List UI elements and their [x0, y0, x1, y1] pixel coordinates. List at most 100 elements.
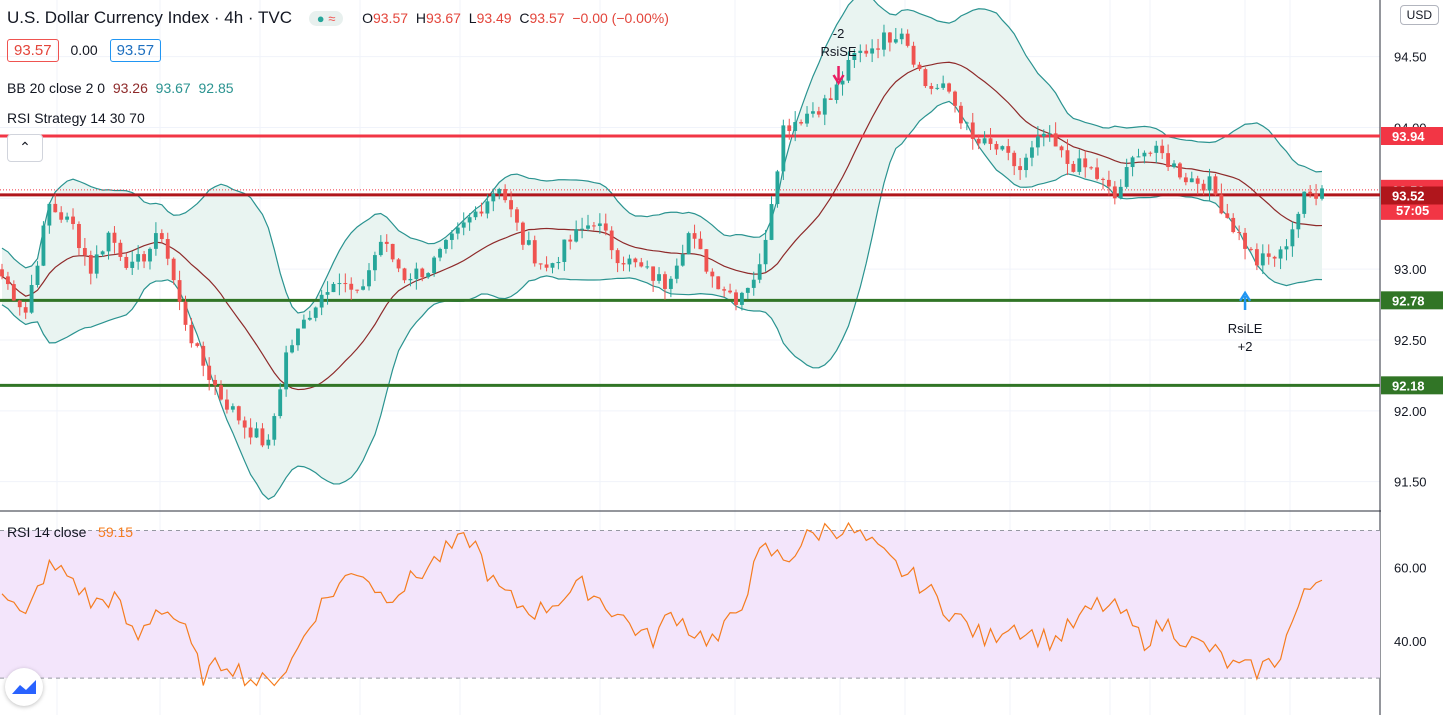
market-status-icon[interactable]: ● ≈ — [308, 11, 344, 26]
candle-body — [189, 324, 194, 344]
candle-body — [1160, 145, 1165, 154]
chevron-up-icon[interactable]: ⌃ — [7, 134, 43, 162]
strategy-legend[interactable]: RSI Strategy 14 30 70 — [7, 110, 145, 126]
candle-body — [757, 264, 762, 280]
candle-body — [349, 283, 354, 290]
rsi-pane[interactable] — [0, 521, 1380, 687]
countdown-label: 57:05 — [1396, 203, 1429, 218]
candle-body — [592, 225, 596, 227]
level-label: 93.52 — [1392, 189, 1425, 204]
candle-body — [1041, 133, 1046, 137]
candle-body — [805, 113, 809, 124]
candle-body — [485, 201, 490, 214]
candle-body — [153, 233, 158, 249]
ohlc-values: O93.57 H93.67 L93.49 C93.57 −0.00 (−0.00… — [362, 10, 669, 26]
candle-body — [1083, 158, 1088, 168]
level-tag — [1381, 127, 1443, 145]
candle-body — [1189, 178, 1194, 183]
candle-body — [1130, 157, 1135, 168]
candle-body — [284, 352, 289, 390]
candle-body — [307, 317, 312, 320]
price-levels[interactable] — [0, 134, 1380, 387]
candle-body — [260, 428, 265, 446]
rsi-legend[interactable]: RSI 14 close 59.15 — [7, 524, 133, 540]
tradingview-logo[interactable] — [5, 668, 43, 706]
close-label: C — [519, 10, 530, 26]
candle-body — [1237, 232, 1242, 234]
candle-body — [142, 254, 146, 262]
candle-body — [674, 265, 679, 279]
candle-body — [1172, 163, 1176, 168]
candle-body — [1136, 156, 1141, 158]
candle-body — [964, 122, 969, 124]
candle-body — [929, 86, 934, 89]
candle-body — [574, 229, 579, 242]
rsi-line — [1, 521, 1323, 687]
candle-body — [296, 328, 300, 346]
candle-body — [970, 122, 975, 139]
candle-body — [568, 239, 573, 242]
candle-body — [408, 278, 413, 281]
candle-body — [1000, 146, 1005, 150]
candle-body — [769, 204, 774, 240]
candle-body — [799, 122, 804, 124]
price-tick-label: 93.00 — [1394, 262, 1427, 277]
header-title-row: U.S. Dollar Currency Index · 4h · TVC ● … — [7, 8, 669, 28]
sell-price-button[interactable]: 93.57 — [7, 39, 59, 62]
candle-body — [325, 292, 330, 295]
candle-body — [1225, 213, 1230, 218]
candlestick-series[interactable] — [0, 24, 1324, 449]
candle-body — [23, 307, 28, 313]
candle-body — [988, 138, 993, 144]
candle-body — [1101, 178, 1105, 180]
candle-body — [219, 385, 223, 400]
candle-body — [698, 238, 703, 250]
candle-body — [982, 138, 987, 144]
candle-body — [159, 233, 164, 240]
signal-name-label: RsiLE — [1228, 321, 1263, 336]
logo-mark-icon — [12, 680, 36, 694]
candle-body — [1166, 153, 1171, 168]
bb-lower-value: 92.85 — [198, 80, 234, 96]
currency-label[interactable]: USD — [1399, 5, 1439, 25]
candle-body — [580, 228, 585, 230]
candle-body — [1207, 176, 1212, 191]
candle-body — [0, 269, 4, 277]
candle-body — [331, 283, 336, 293]
buy-price-button[interactable]: 93.57 — [109, 39, 162, 62]
candle-body — [893, 39, 898, 43]
candle-body — [745, 287, 750, 293]
trade-row: 93.57 0.00 93.57 — [7, 39, 169, 62]
candle-body — [941, 83, 946, 88]
price-tick-label: 92.00 — [1394, 404, 1427, 419]
close-value: 93.57 — [529, 10, 565, 26]
rsi-tick-label: 60.00 — [1394, 560, 1427, 575]
candle-body — [242, 420, 247, 428]
signal-size-label: -2 — [833, 26, 845, 41]
high-value: 93.67 — [425, 10, 461, 26]
price-axis[interactable]: 94.5094.0093.5093.0092.5092.0091.5093.94… — [1381, 0, 1453, 715]
candle-body — [816, 111, 821, 115]
candle-body — [1290, 229, 1295, 247]
candle-body — [1148, 152, 1153, 154]
candle-body — [556, 261, 561, 264]
candle-body — [384, 241, 389, 244]
candle-body — [497, 189, 502, 194]
candle-body — [290, 345, 294, 353]
candle-body — [1077, 158, 1082, 172]
level-label: 92.78 — [1392, 293, 1425, 308]
bollinger-bands — [1, 0, 1323, 500]
candle-body — [532, 240, 537, 264]
candle-body — [1018, 166, 1023, 171]
symbol-title[interactable]: U.S. Dollar Currency Index · 4h · TVC — [7, 8, 292, 27]
candle-body — [739, 292, 744, 305]
candle-body — [603, 223, 608, 231]
candle-body — [207, 365, 212, 380]
candle-body — [183, 301, 188, 325]
candle-body — [106, 232, 111, 252]
candle-body — [1278, 249, 1283, 259]
candle-body — [515, 209, 519, 223]
candle-body — [763, 239, 768, 265]
bb-legend[interactable]: BB 20 close 2 0 93.26 93.67 92.85 — [7, 80, 234, 96]
